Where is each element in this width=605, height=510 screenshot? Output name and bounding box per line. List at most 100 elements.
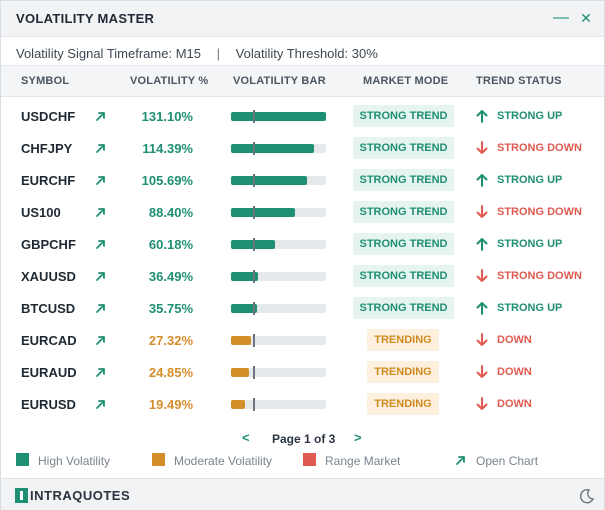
volatility-value: 36.49% bbox=[148, 269, 193, 284]
open-chart-icon bbox=[456, 456, 465, 465]
market-mode-badge: TRENDING bbox=[367, 361, 439, 383]
intraquotes-logo-icon bbox=[15, 488, 28, 503]
trend-status-label: STRONG DOWN bbox=[497, 142, 582, 154]
volatility-bar-fill bbox=[231, 112, 326, 121]
high-volatility-label: High Volatility bbox=[38, 454, 111, 468]
symbol-cell: GBPCHF bbox=[21, 237, 76, 252]
table-row: BTCUSD 35.75% STRONG TREND STRONG UP bbox=[1, 293, 604, 325]
arrow-down-icon bbox=[476, 397, 488, 410]
symbol-cell: EURCHF bbox=[21, 173, 76, 188]
open-chart-icon[interactable] bbox=[93, 235, 109, 253]
threshold-marker bbox=[253, 302, 255, 315]
previous-page-button[interactable]: < bbox=[242, 430, 250, 445]
arrow-up-icon bbox=[476, 302, 488, 315]
trend-status-label: STRONG UP bbox=[497, 110, 563, 122]
settings-separator: | bbox=[216, 46, 221, 61]
volatility-value: 19.49% bbox=[148, 397, 193, 412]
arrow-up-icon bbox=[476, 174, 488, 187]
title-bar: VOLATILITY MASTER — ✕ bbox=[1, 1, 604, 37]
open-chart-label: Open Chart bbox=[476, 454, 539, 468]
range-market-label: Range Market bbox=[325, 454, 401, 468]
volatility-bar bbox=[231, 398, 326, 411]
table-header: SYMBOL VOLATILITY % VOLATILITY BAR MARKE… bbox=[1, 65, 604, 97]
volatility-bar bbox=[231, 110, 326, 123]
page-indicator: Page 1 of 3 bbox=[272, 432, 336, 446]
volatility-bar-fill bbox=[231, 176, 307, 185]
column-header-bar: VOLATILITY BAR bbox=[233, 75, 326, 87]
legend: High Volatility Moderate Volatility Rang… bbox=[1, 451, 604, 471]
threshold-marker bbox=[253, 238, 255, 251]
threshold-marker bbox=[253, 334, 255, 347]
timeframe-value: M15 bbox=[175, 46, 201, 61]
market-mode-badge: TRENDING bbox=[367, 329, 439, 351]
close-button[interactable]: ✕ bbox=[580, 10, 592, 26]
volatility-bar bbox=[231, 270, 326, 283]
column-header-status: TREND STATUS bbox=[476, 75, 562, 87]
threshold-marker bbox=[253, 206, 255, 219]
arrow-down-icon bbox=[476, 333, 488, 346]
table-row: EURAUD 24.85% TRENDING DOWN bbox=[1, 357, 604, 389]
volatility-value: 131.10% bbox=[141, 109, 193, 124]
open-chart-icon[interactable] bbox=[93, 107, 109, 125]
threshold-marker bbox=[253, 142, 255, 155]
trend-status-label: DOWN bbox=[497, 366, 532, 378]
threshold-label: Volatility Threshold: bbox=[235, 46, 349, 61]
volatility-bar bbox=[231, 238, 326, 251]
dark-mode-toggle-icon[interactable] bbox=[578, 487, 596, 505]
volatility-bar bbox=[231, 142, 326, 155]
volatility-bar-fill bbox=[231, 368, 249, 377]
table-row: EURCAD 27.32% TRENDING DOWN bbox=[1, 325, 604, 357]
open-chart-icon[interactable] bbox=[93, 139, 109, 157]
open-chart-icon[interactable] bbox=[93, 395, 109, 413]
volatility-bar bbox=[231, 206, 326, 219]
market-mode-badge: STRONG TREND bbox=[353, 297, 454, 319]
threshold-marker bbox=[253, 174, 255, 187]
settings-summary: Volatility Signal Timeframe: M15 | Volat… bbox=[16, 46, 378, 61]
volatility-value: 27.32% bbox=[148, 333, 193, 348]
volatility-value: 24.85% bbox=[148, 365, 193, 380]
threshold-marker bbox=[253, 270, 255, 283]
trend-status-label: DOWN bbox=[497, 334, 532, 346]
symbol-cell: CHFJPY bbox=[21, 141, 73, 156]
trend-status-label: STRONG DOWN bbox=[497, 270, 582, 282]
arrow-down-icon bbox=[476, 365, 488, 378]
next-page-button[interactable]: > bbox=[354, 430, 362, 445]
open-chart-icon[interactable] bbox=[93, 299, 109, 317]
symbol-cell: EURCAD bbox=[21, 333, 77, 348]
symbol-cell: USDCHF bbox=[21, 109, 76, 124]
market-mode-badge: STRONG TREND bbox=[353, 265, 454, 287]
threshold-marker bbox=[253, 398, 255, 411]
symbol-cell: BTCUSD bbox=[21, 301, 76, 316]
table-row: EURUSD 19.49% TRENDING DOWN bbox=[1, 389, 604, 421]
volatility-bar-fill bbox=[231, 144, 314, 153]
high-volatility-swatch bbox=[16, 453, 29, 466]
market-mode-badge: STRONG TREND bbox=[353, 137, 454, 159]
table-row: US100 88.40% STRONG TREND STRONG DOWN bbox=[1, 197, 604, 229]
arrow-down-icon bbox=[476, 205, 488, 218]
footer: INTRAQUOTES bbox=[1, 478, 604, 510]
open-chart-icon[interactable] bbox=[93, 203, 109, 221]
volatility-value: 35.75% bbox=[148, 301, 193, 316]
volatility-bar-fill bbox=[231, 304, 257, 313]
open-chart-icon[interactable] bbox=[93, 171, 109, 189]
minimize-button[interactable]: — bbox=[553, 9, 569, 26]
volatility-bar bbox=[231, 334, 326, 347]
volatility-bar-fill bbox=[231, 400, 245, 409]
trend-status-label: STRONG UP bbox=[497, 302, 563, 314]
open-chart-icon[interactable] bbox=[93, 267, 109, 285]
market-mode-badge: STRONG TREND bbox=[353, 201, 454, 223]
column-header-mode: MARKET MODE bbox=[363, 75, 449, 87]
trend-status-label: DOWN bbox=[497, 398, 532, 410]
table-row: USDCHF 131.10% STRONG TREND STRONG UP bbox=[1, 101, 604, 133]
column-header-symbol: SYMBOL bbox=[21, 75, 70, 87]
volatility-value: 60.18% bbox=[148, 237, 193, 252]
pagination: < Page 1 of 3 > bbox=[1, 429, 604, 449]
open-chart-icon[interactable] bbox=[93, 331, 109, 349]
arrow-down-icon bbox=[476, 141, 488, 154]
trend-status-label: STRONG UP bbox=[497, 238, 563, 250]
column-header-volatility: VOLATILITY % bbox=[130, 75, 209, 87]
volatility-bar bbox=[231, 302, 326, 315]
arrow-down-icon bbox=[476, 269, 488, 282]
open-chart-icon[interactable] bbox=[93, 363, 109, 381]
